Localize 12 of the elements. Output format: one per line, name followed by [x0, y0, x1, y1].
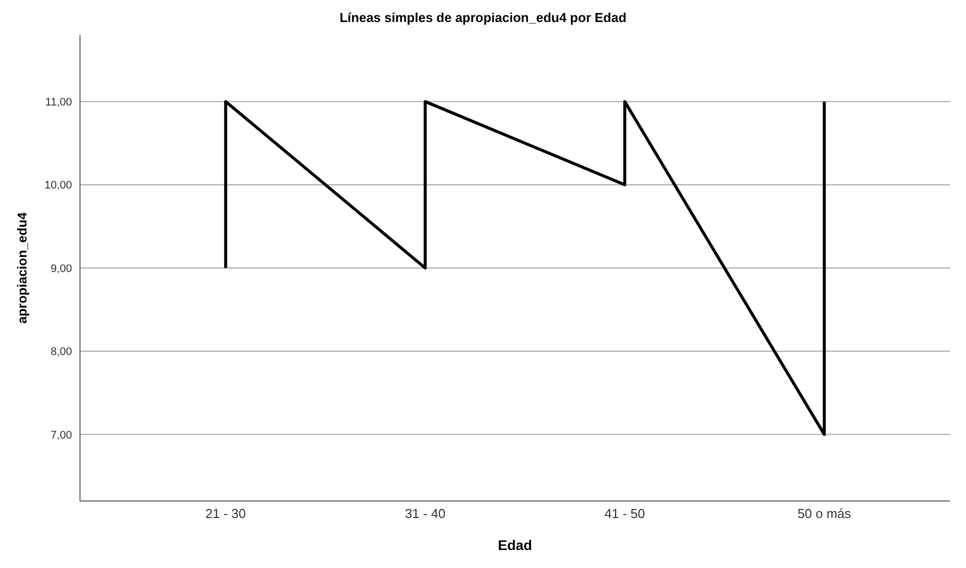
- y-tick-label: 9,00: [50, 262, 72, 275]
- x-tick-label: 21 - 30: [205, 506, 246, 522]
- x-tick-label: 41 - 50: [604, 506, 645, 522]
- y-axis-title: apropiacion_edu4: [14, 212, 30, 324]
- x-tick-label: 50 o más: [798, 506, 852, 522]
- y-tick-label: 8,00: [50, 346, 72, 358]
- chart-title: Líneas simples de apropiacion_edu4 por Edad: [338, 9, 628, 27]
- x-tick-label: 31 - 40: [404, 506, 446, 522]
- y-tick-label: 11,00: [45, 96, 72, 108]
- y-tick-label: 7,00: [50, 429, 72, 442]
- y-tick-label: 10,00: [44, 180, 72, 192]
- x-axis-title: Edad: [498, 537, 532, 553]
